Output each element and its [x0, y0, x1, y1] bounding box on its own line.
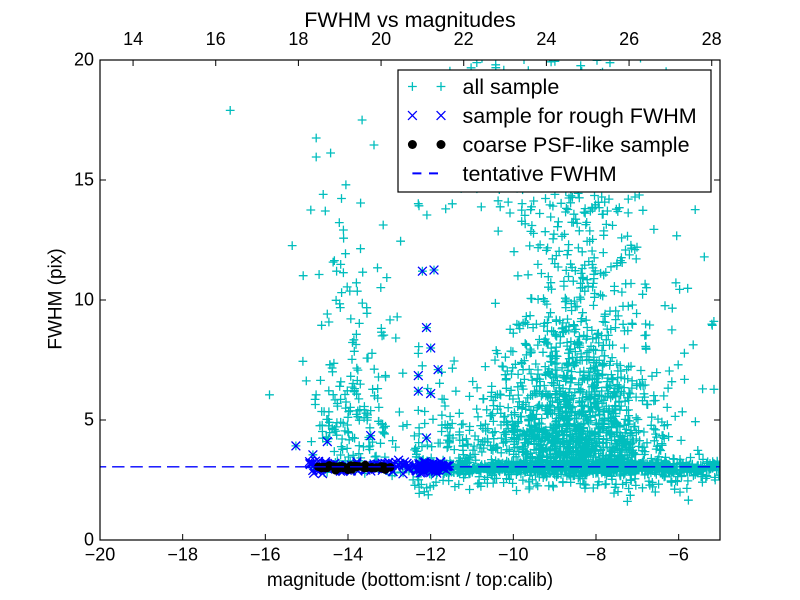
svg-text:FWHM (pix): FWHM (pix) [46, 248, 67, 349]
svg-text:28: 28 [702, 29, 722, 49]
svg-text:tentative FWHM: tentative FWHM [463, 162, 617, 186]
svg-text:all sample: all sample [463, 75, 560, 99]
svg-text:20: 20 [371, 29, 391, 49]
svg-text:0: 0 [84, 530, 94, 550]
svg-text:−18: −18 [167, 545, 198, 565]
svg-text:24: 24 [536, 29, 556, 49]
svg-text:coarse PSF-like sample: coarse PSF-like sample [463, 133, 690, 157]
svg-text:−16: −16 [250, 545, 281, 565]
svg-text:22: 22 [454, 29, 474, 49]
svg-text:magnitude (bottom:isnt / top:c: magnitude (bottom:isnt / top:calib) [267, 570, 553, 591]
svg-text:−20: −20 [85, 545, 116, 565]
svg-text:18: 18 [288, 29, 308, 49]
svg-text:5: 5 [84, 410, 94, 430]
svg-text:26: 26 [619, 29, 639, 49]
svg-text:−8: −8 [586, 545, 607, 565]
svg-text:20: 20 [74, 50, 94, 70]
svg-text:−14: −14 [333, 545, 364, 565]
svg-text:14: 14 [123, 29, 143, 49]
svg-text:−12: −12 [415, 545, 446, 565]
svg-text:−6: −6 [668, 545, 689, 565]
svg-text:−10: −10 [498, 545, 529, 565]
svg-text:10: 10 [74, 290, 94, 310]
svg-text:FWHM vs magnitudes: FWHM vs magnitudes [304, 8, 515, 32]
svg-text:15: 15 [74, 170, 94, 190]
svg-text:sample for rough FWHM: sample for rough FWHM [463, 104, 697, 128]
svg-text:16: 16 [206, 29, 226, 49]
